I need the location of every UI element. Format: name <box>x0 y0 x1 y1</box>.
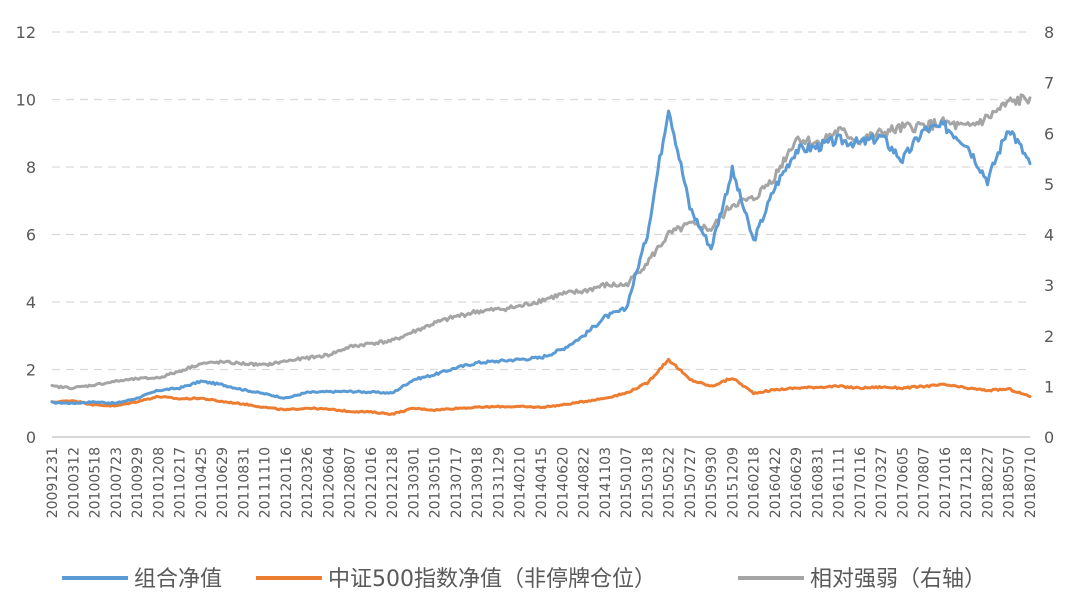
x-tick-label: 20100723 <box>109 447 125 518</box>
x-tick-label: 20160422 <box>768 447 784 518</box>
x-tick-label: 20171016 <box>938 447 954 518</box>
x-tick-label: 20130301 <box>406 447 422 518</box>
right-tick-label: 8 <box>1044 23 1054 42</box>
x-tick-label: 20121218 <box>385 447 401 518</box>
right-tick-label: 6 <box>1044 124 1054 143</box>
series-lines <box>50 93 1032 416</box>
left-tick-label: 4 <box>26 293 36 312</box>
legend-label: 相对强弱（右轴） <box>810 567 986 592</box>
x-tick-label: 20140415 <box>534 447 550 518</box>
x-tick-label: 20100929 <box>130 447 146 518</box>
right-tick-label: 5 <box>1044 175 1054 194</box>
x-tick-label: 20150318 <box>640 447 656 518</box>
x-tick-label: 20180507 <box>1002 447 1018 518</box>
x-tick-label: 20180227 <box>980 447 996 518</box>
right-tick-label: 2 <box>1044 327 1054 346</box>
grid-lines <box>52 31 1030 438</box>
x-tick-label: 20110217 <box>173 447 189 518</box>
x-tick-label: 20160629 <box>789 447 805 518</box>
x-tick-label: 20160831 <box>810 447 826 518</box>
series-line <box>50 357 1032 416</box>
x-tick-label: 20170327 <box>874 447 890 518</box>
x-tick-label: 20100518 <box>88 447 104 518</box>
x-tick-label: 20140822 <box>577 447 593 518</box>
x-tick-label: 20170807 <box>917 447 933 518</box>
left-tick-label: 0 <box>26 428 36 447</box>
x-tick-label: 20120807 <box>343 447 359 518</box>
x-tick-label: 20101208 <box>151 447 167 518</box>
left-axis: 0 2 4 6 8 10 12 <box>16 23 36 447</box>
legend-label: 组合净值 <box>134 567 222 592</box>
left-tick-label: 2 <box>26 361 36 380</box>
legend: 组合净值 中证500指数净值（非停牌仓位） 相对强弱（右轴） <box>62 567 986 592</box>
right-axis: 0 1 2 3 4 5 6 7 8 <box>1044 23 1054 447</box>
x-tick-label: 20170605 <box>895 447 911 518</box>
x-tick-label: 20170116 <box>853 447 869 518</box>
x-tick-label: 20110629 <box>215 447 231 518</box>
x-tick-label: 20131129 <box>491 447 507 518</box>
series-line <box>50 93 1032 391</box>
x-tick-label: 20141103 <box>598 447 614 518</box>
right-tick-label: 1 <box>1044 377 1054 396</box>
left-tick-label: 6 <box>26 226 36 245</box>
right-tick-label: 4 <box>1044 226 1054 245</box>
x-tick-label: 20160218 <box>747 447 763 518</box>
x-tick-label: 20180710 <box>1023 447 1039 518</box>
x-tick-label: 20150727 <box>683 447 699 518</box>
x-tick-label: 20171218 <box>959 447 975 518</box>
x-tick-label: 20151209 <box>725 447 741 518</box>
x-tick-label: 20110831 <box>236 447 252 518</box>
right-tick-label: 3 <box>1044 276 1054 295</box>
x-tick-label: 20111110 <box>258 447 274 518</box>
x-tick-label: 20110425 <box>194 447 210 518</box>
x-tick-label: 20140620 <box>555 447 571 518</box>
left-tick-label: 8 <box>26 158 36 177</box>
x-tick-label: 20140210 <box>513 447 529 518</box>
right-tick-label: 7 <box>1044 74 1054 93</box>
x-tick-label: 20150522 <box>662 447 678 518</box>
x-tick-label: 20100312 <box>66 447 82 518</box>
x-tick-label: 20120326 <box>300 447 316 518</box>
x-tick-label: 20130510 <box>428 447 444 518</box>
x-tick-label: 20161111 <box>832 447 848 518</box>
x-tick-label: 20130918 <box>470 447 486 518</box>
x-tick-label: 20150107 <box>619 447 635 518</box>
x-tick-label: 20091231 <box>45 447 61 518</box>
right-tick-label: 0 <box>1044 428 1054 447</box>
x-axis: 20091231 20100312 20100518 20100723 20100929… <box>45 447 1039 518</box>
x-tick-label: 20130717 <box>449 447 465 518</box>
x-tick-label: 20150930 <box>704 447 720 518</box>
x-tick-label: 20120116 <box>279 447 295 518</box>
series-line <box>50 109 1032 406</box>
x-tick-label: 20120604 <box>321 447 337 518</box>
legend-label: 中证500指数净值（非停牌仓位） <box>328 567 656 592</box>
left-tick-label: 10 <box>16 91 36 110</box>
x-tick-label: 20121016 <box>364 447 380 518</box>
left-tick-label: 12 <box>16 23 36 42</box>
